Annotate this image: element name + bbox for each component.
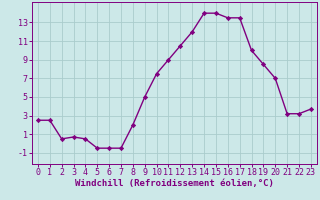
- X-axis label: Windchill (Refroidissement éolien,°C): Windchill (Refroidissement éolien,°C): [75, 179, 274, 188]
